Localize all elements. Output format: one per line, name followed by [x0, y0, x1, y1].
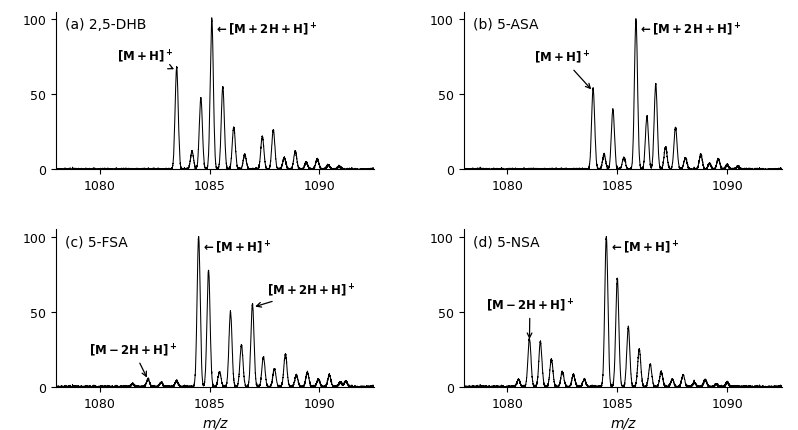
Text: $\mathbf{[M-2H+H]^+}$: $\mathbf{[M-2H+H]^+}$: [89, 341, 178, 377]
Text: $\mathbf{[M+H]^+}$: $\mathbf{[M+H]^+}$: [117, 48, 174, 70]
Text: $\mathbf{\leftarrow[M+H]^+}$: $\mathbf{\leftarrow[M+H]^+}$: [201, 239, 271, 255]
Text: $\mathbf{[M-2H+H]^+}$: $\mathbf{[M-2H+H]^+}$: [485, 297, 575, 338]
Text: $\mathbf{[M+H]^+}$: $\mathbf{[M+H]^+}$: [534, 50, 591, 89]
Text: (b) 5-ASA: (b) 5-ASA: [473, 18, 539, 31]
Text: $\mathbf{\leftarrow[M+2H+H]^+}$: $\mathbf{\leftarrow[M+2H+H]^+}$: [638, 22, 741, 38]
Text: (a) 2,5-DHB: (a) 2,5-DHB: [65, 18, 147, 31]
Text: (d) 5-NSA: (d) 5-NSA: [473, 234, 539, 249]
Text: $\mathbf{\leftarrow[M+2H+H]^+}$: $\mathbf{\leftarrow[M+2H+H]^+}$: [214, 22, 318, 38]
Text: (c) 5-FSA: (c) 5-FSA: [65, 234, 128, 249]
Text: $\mathbf{\leftarrow[M+H]^+}$: $\mathbf{\leftarrow[M+H]^+}$: [609, 239, 679, 255]
X-axis label: m/z: m/z: [610, 415, 635, 429]
X-axis label: m/z: m/z: [203, 415, 227, 429]
Text: $\mathbf{[M+2H+H]^+}$: $\mathbf{[M+2H+H]^+}$: [256, 282, 356, 307]
